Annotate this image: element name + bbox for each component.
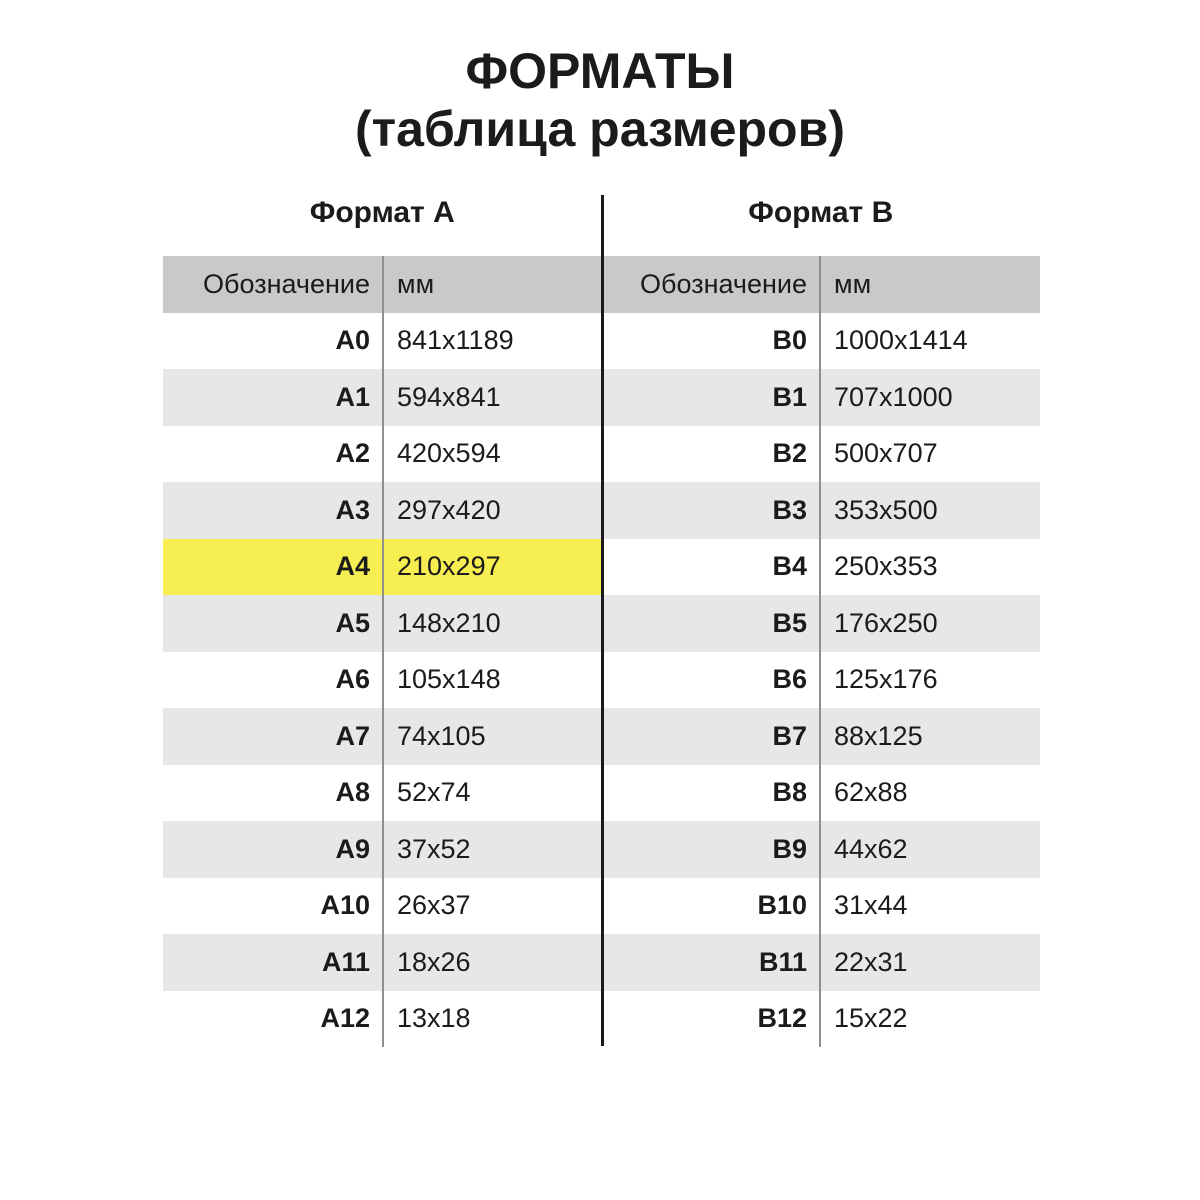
format-a-designation-cell: A6 bbox=[335, 664, 370, 695]
format-a-mm-cell: 26x37 bbox=[397, 890, 471, 921]
format-b-mm-cell: 88x125 bbox=[820, 708, 1040, 765]
format-a-mm-cell: 420x594 bbox=[397, 438, 501, 469]
table-rows: A0 841x1189 B0 1000x1414 A1 594x841 B1 707x1000… bbox=[163, 313, 1040, 1048]
format-b-designation-cell: B5 bbox=[602, 595, 820, 652]
format-b-designation-cell: B10 bbox=[757, 890, 807, 921]
format-b-mm-cell: 176x250 bbox=[820, 595, 1040, 652]
format-a-designation-header: Обозначение bbox=[163, 256, 383, 313]
format-a-designation-cell: A5 bbox=[163, 595, 383, 652]
format-a-designation-cell: A3 bbox=[163, 482, 383, 539]
format-b-designation-cell: B9 bbox=[602, 821, 820, 878]
format-b-designation-cell: B8 bbox=[772, 777, 807, 808]
table-row-a7-b7: A7 74x105 B7 88x125 bbox=[163, 708, 1040, 765]
table-row-a12-b12: A12 13x18 B12 15x22 bbox=[163, 991, 1040, 1048]
table-row-a9-b9: A9 37x52 B9 44x62 bbox=[163, 821, 1040, 878]
format-a-mm-cell: 13x18 bbox=[397, 1003, 471, 1034]
format-a-mm-cell: 297x420 bbox=[383, 482, 602, 539]
format-b-mm-cell: 1000x1414 bbox=[834, 325, 968, 356]
table-row-a0-b0: A0 841x1189 B0 1000x1414 bbox=[163, 313, 1040, 370]
format-a-designation-cell: A10 bbox=[320, 890, 370, 921]
format-b-mm-header: мм bbox=[820, 256, 1040, 313]
table-row-a8-b8: A8 52x74 B8 62x88 bbox=[163, 765, 1040, 822]
table-header-row: Обозначение мм Обозначение мм bbox=[163, 256, 1040, 313]
format-a-designation-cell: A2 bbox=[335, 438, 370, 469]
format-b-mm-cell: 15x22 bbox=[834, 1003, 908, 1034]
page-title: ФОРМАТЫ bbox=[465, 43, 735, 99]
center-divider-line bbox=[601, 195, 604, 1046]
format-b-mm-cell: 44x62 bbox=[820, 821, 1040, 878]
format-a-designation-cell: A4 bbox=[163, 538, 383, 595]
format-b-designation-cell: B0 bbox=[772, 325, 807, 356]
format-a-designation-cell: A1 bbox=[163, 369, 383, 426]
format-a-mm-cell: 594x841 bbox=[383, 369, 602, 426]
format-b-designation-cell: B3 bbox=[602, 482, 820, 539]
page-subtitle: (таблица размеров) bbox=[355, 101, 845, 157]
format-b-mm-cell: 125x176 bbox=[834, 664, 938, 695]
format-b-designation-cell: B7 bbox=[602, 708, 820, 765]
format-b-mm-cell: 62x88 bbox=[834, 777, 908, 808]
table-b-title: Формат B bbox=[748, 196, 894, 229]
format-a-designation-cell: A7 bbox=[163, 708, 383, 765]
format-b-designation-header: Обозначение bbox=[602, 256, 820, 313]
table-row-a3-b3: A3 297x420 B3 353x500 bbox=[163, 482, 1040, 539]
table-row-a1-b1: A1 594x841 B1 707x1000 bbox=[163, 369, 1040, 426]
format-b-designation-cell: B2 bbox=[772, 438, 807, 469]
format-a-designation-cell: A11 bbox=[163, 934, 383, 991]
format-b-mm-cell: 500x707 bbox=[834, 438, 938, 469]
format-b-designation-cell: B4 bbox=[772, 551, 807, 582]
table-a-column-divider bbox=[382, 256, 384, 1047]
format-a-mm-cell: 52x74 bbox=[397, 777, 471, 808]
format-a-mm-cell: 37x52 bbox=[383, 821, 602, 878]
format-b-designation-cell: B1 bbox=[602, 369, 820, 426]
format-a-mm-header: мм bbox=[383, 256, 602, 313]
format-headers: Формат A Формат B bbox=[163, 196, 1040, 230]
table-a-title: Формат A bbox=[309, 196, 455, 229]
table-row-a5-b5: A5 148x210 B5 176x250 bbox=[163, 595, 1040, 652]
table-b-column-divider bbox=[819, 256, 821, 1047]
table-row-a4-b4: A4 210x297 B4 250x353 bbox=[163, 538, 1040, 595]
page-title-block: ФОРМАТЫ (таблица размеров) bbox=[0, 42, 1200, 158]
table-row-a10-b10: A10 26x37 B10 31x44 bbox=[163, 878, 1040, 935]
table-row-a6-b6: A6 105x148 B6 125x176 bbox=[163, 652, 1040, 709]
format-b-mm-cell: 31x44 bbox=[834, 890, 908, 921]
format-b-mm-cell: 22x31 bbox=[820, 934, 1040, 991]
format-a-designation-cell: A9 bbox=[163, 821, 383, 878]
format-a-mm-cell: 841x1189 bbox=[397, 325, 514, 356]
format-b-mm-cell: 250x353 bbox=[834, 551, 938, 582]
format-b-mm-cell: 707x1000 bbox=[820, 369, 1040, 426]
format-a-mm-cell: 210x297 bbox=[383, 538, 602, 595]
format-a-mm-cell: 148x210 bbox=[383, 595, 602, 652]
format-a-designation-cell: A8 bbox=[335, 777, 370, 808]
size-table: Обозначение мм Обозначение мм A0 841x1189… bbox=[163, 195, 1040, 1048]
format-a-designation-cell: A12 bbox=[320, 1003, 370, 1034]
format-b-designation-cell: B6 bbox=[772, 664, 807, 695]
format-a-designation-cell: A0 bbox=[335, 325, 370, 356]
table-row-a2-b2: A2 420x594 B2 500x707 bbox=[163, 426, 1040, 483]
table-row-a11-b11: A11 18x26 B11 22x31 bbox=[163, 934, 1040, 991]
format-b-designation-cell: B11 bbox=[602, 934, 820, 991]
format-a-mm-cell: 74x105 bbox=[383, 708, 602, 765]
format-a-mm-cell: 18x26 bbox=[383, 934, 602, 991]
format-b-designation-cell: B12 bbox=[757, 1003, 807, 1034]
format-a-mm-cell: 105x148 bbox=[397, 664, 501, 695]
format-b-mm-cell: 353x500 bbox=[820, 482, 1040, 539]
